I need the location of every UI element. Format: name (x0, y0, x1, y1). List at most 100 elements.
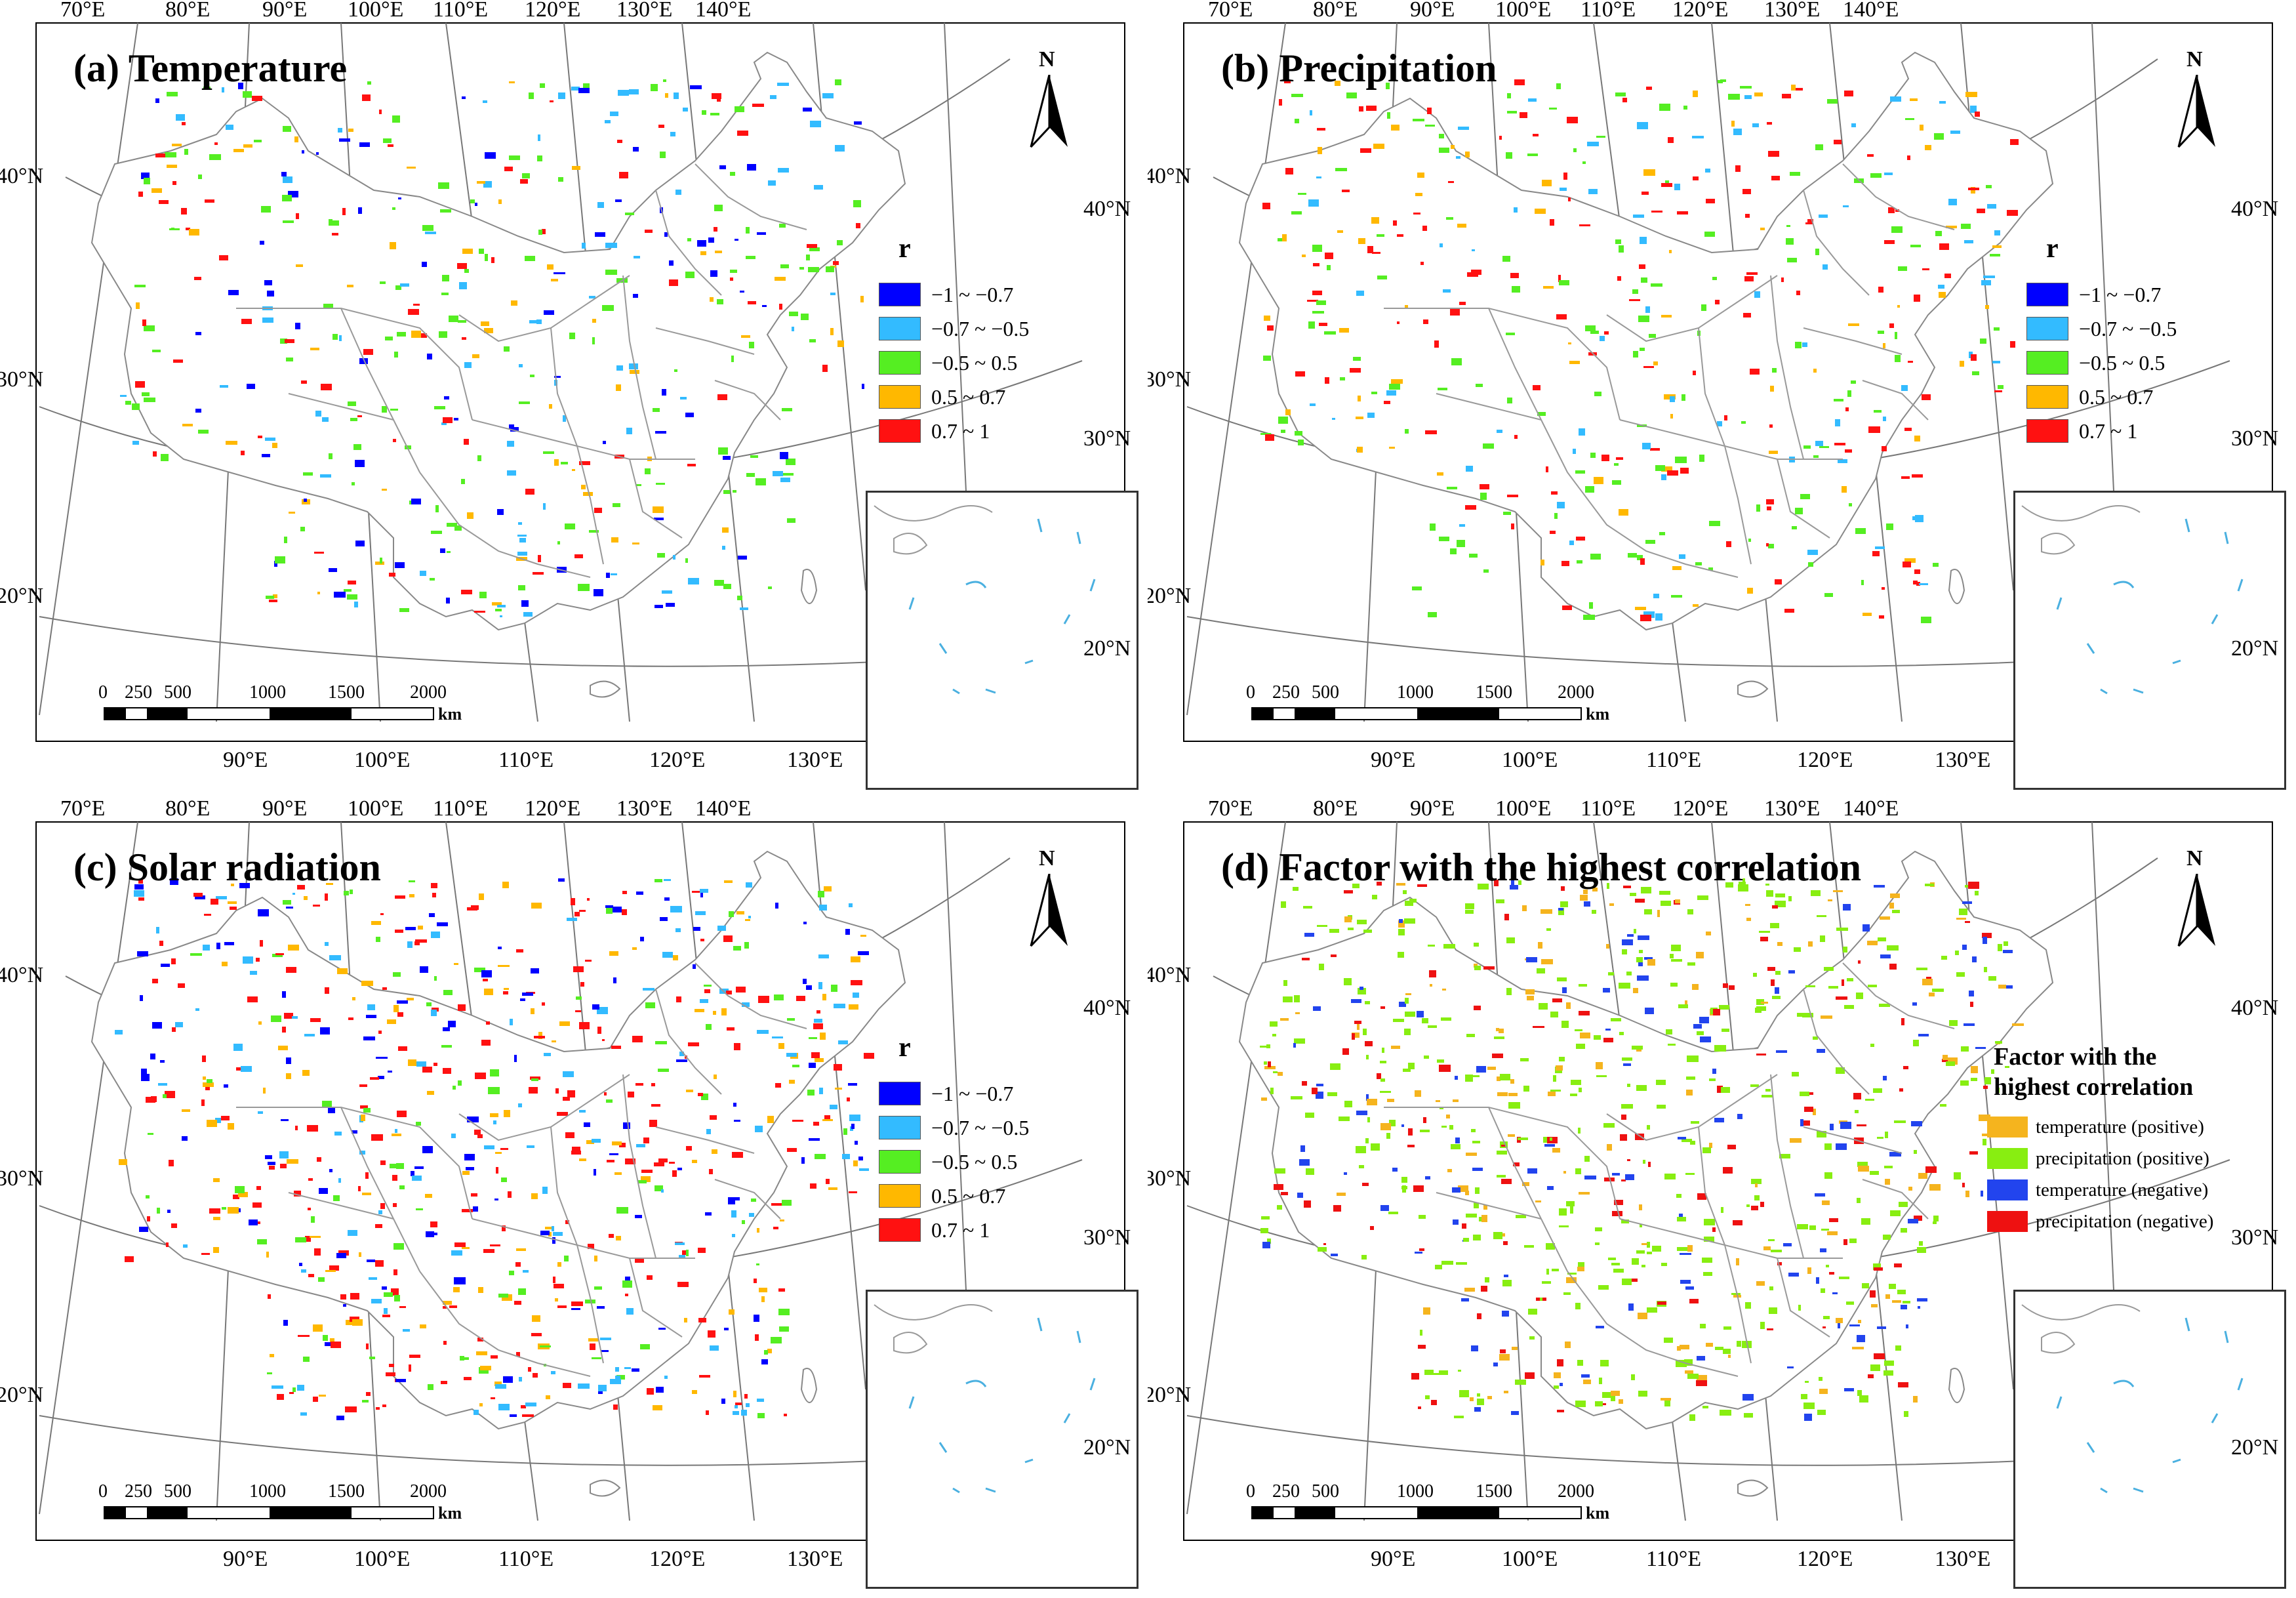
raster-pixel (1579, 224, 1590, 226)
scale-bar-label: 1000 (249, 1481, 286, 1502)
raster-pixel (1998, 944, 2002, 951)
raster-pixel (443, 417, 453, 423)
raster-pixel (632, 947, 637, 950)
raster-pixel (297, 1385, 304, 1391)
longitude-tick-label: 80°E (165, 0, 211, 22)
raster-pixel (1867, 941, 1878, 945)
raster-pixel (319, 1188, 328, 1194)
raster-pixel (1468, 1075, 1480, 1077)
raster-pixel (684, 1318, 687, 1322)
raster-pixel (1621, 1219, 1629, 1223)
raster-pixel (1630, 893, 1636, 896)
raster-pixel (1552, 1269, 1559, 1271)
raster-pixel (138, 880, 143, 884)
raster-pixel (674, 369, 677, 372)
raster-pixel (1895, 1345, 1901, 1351)
raster-pixel (779, 224, 786, 228)
raster-pixel (1788, 896, 1792, 901)
raster-pixel (1845, 449, 1852, 453)
raster-pixel (350, 890, 353, 894)
raster-pixel (1599, 1378, 1602, 1384)
raster-pixel (828, 1187, 837, 1190)
raster-pixel (1332, 418, 1335, 420)
raster-pixel (390, 409, 398, 411)
raster-pixel (516, 1248, 526, 1251)
raster-pixel (1493, 1362, 1498, 1366)
raster-pixel (1405, 305, 1408, 309)
raster-pixel (700, 889, 708, 893)
raster-pixel (860, 296, 864, 302)
raster-pixel (1703, 1272, 1712, 1276)
raster-pixel (686, 1146, 692, 1151)
raster-pixel (1901, 385, 1908, 391)
raster-pixel (528, 1367, 531, 1372)
raster-pixel (625, 1277, 630, 1283)
raster-pixel (1897, 1290, 1906, 1294)
raster-pixel (393, 439, 396, 442)
raster-pixel (250, 971, 257, 975)
map-panel: (b) Precipitation 70°E 80°E 90°E 100°E 110°E 1… (1148, 0, 2295, 799)
raster-pixel (454, 525, 462, 531)
raster-pixel (729, 911, 734, 917)
raster-pixel (1702, 1147, 1711, 1153)
raster-pixel (1550, 531, 1556, 534)
raster-pixel (1272, 1034, 1276, 1036)
raster-pixel (305, 1236, 311, 1242)
raster-pixel (393, 1243, 404, 1250)
raster-pixel (1563, 1292, 1571, 1295)
raster-pixel (1430, 523, 1436, 531)
raster-pixel (310, 348, 319, 350)
province-boundary (1619, 419, 1843, 460)
raster-pixel (464, 362, 472, 368)
raster-pixel (677, 1168, 682, 1170)
raster-pixel (749, 342, 754, 348)
province-boundary (288, 393, 394, 420)
raster-pixel (256, 958, 260, 962)
raster-pixel (296, 264, 303, 267)
raster-pixel (849, 1115, 860, 1121)
raster-pixel (1874, 1353, 1885, 1359)
raster-pixel (207, 1120, 217, 1127)
raster-pixel (843, 1128, 847, 1135)
raster-pixel (1745, 214, 1750, 218)
raster-pixel (1723, 1326, 1731, 1330)
raster-pixel (1672, 566, 1682, 570)
raster-pixel (698, 1093, 703, 1096)
raster-pixel (504, 988, 509, 990)
raster-pixel (723, 935, 733, 942)
raster-pixel (138, 897, 144, 901)
raster-pixel (1697, 1031, 1704, 1035)
raster-pixel (730, 270, 737, 273)
legend-label: temperature (positive) (2036, 1116, 2204, 1137)
raster-pixel (1790, 172, 1800, 176)
raster-pixel (525, 1403, 536, 1406)
raster-pixel (813, 1122, 819, 1126)
raster-pixel (1306, 1168, 1314, 1175)
raster-pixel (1995, 1041, 2002, 1044)
raster-pixel (1358, 396, 1361, 401)
raster-pixel (686, 1090, 693, 1092)
raster-pixel (624, 1367, 631, 1369)
raster-pixel (1899, 1202, 1908, 1207)
raster-pixel (1300, 1145, 1305, 1152)
legend-label: −0.5 ~ 0.5 (2079, 350, 2165, 375)
raster-pixel (1656, 1080, 1666, 1085)
raster-pixel (302, 1070, 310, 1076)
raster-pixel (425, 232, 436, 234)
raster-pixel (1922, 394, 1931, 400)
raster-pixel (675, 190, 681, 195)
raster-pixel (352, 997, 355, 1000)
raster-pixel (1542, 180, 1552, 186)
raster-pixel (1712, 277, 1717, 280)
raster-pixel (1884, 240, 1895, 244)
raster-pixel (775, 277, 786, 281)
raster-pixel (1483, 1205, 1487, 1210)
raster-pixel (422, 1146, 433, 1153)
raster-pixel (1919, 1241, 1923, 1246)
raster-pixel (1568, 342, 1571, 344)
raster-pixel (1889, 1284, 1896, 1289)
raster-pixel (1913, 1396, 1918, 1403)
raster-pixel (663, 79, 666, 82)
raster-pixel (1745, 1302, 1751, 1307)
raster-pixel (247, 384, 255, 389)
